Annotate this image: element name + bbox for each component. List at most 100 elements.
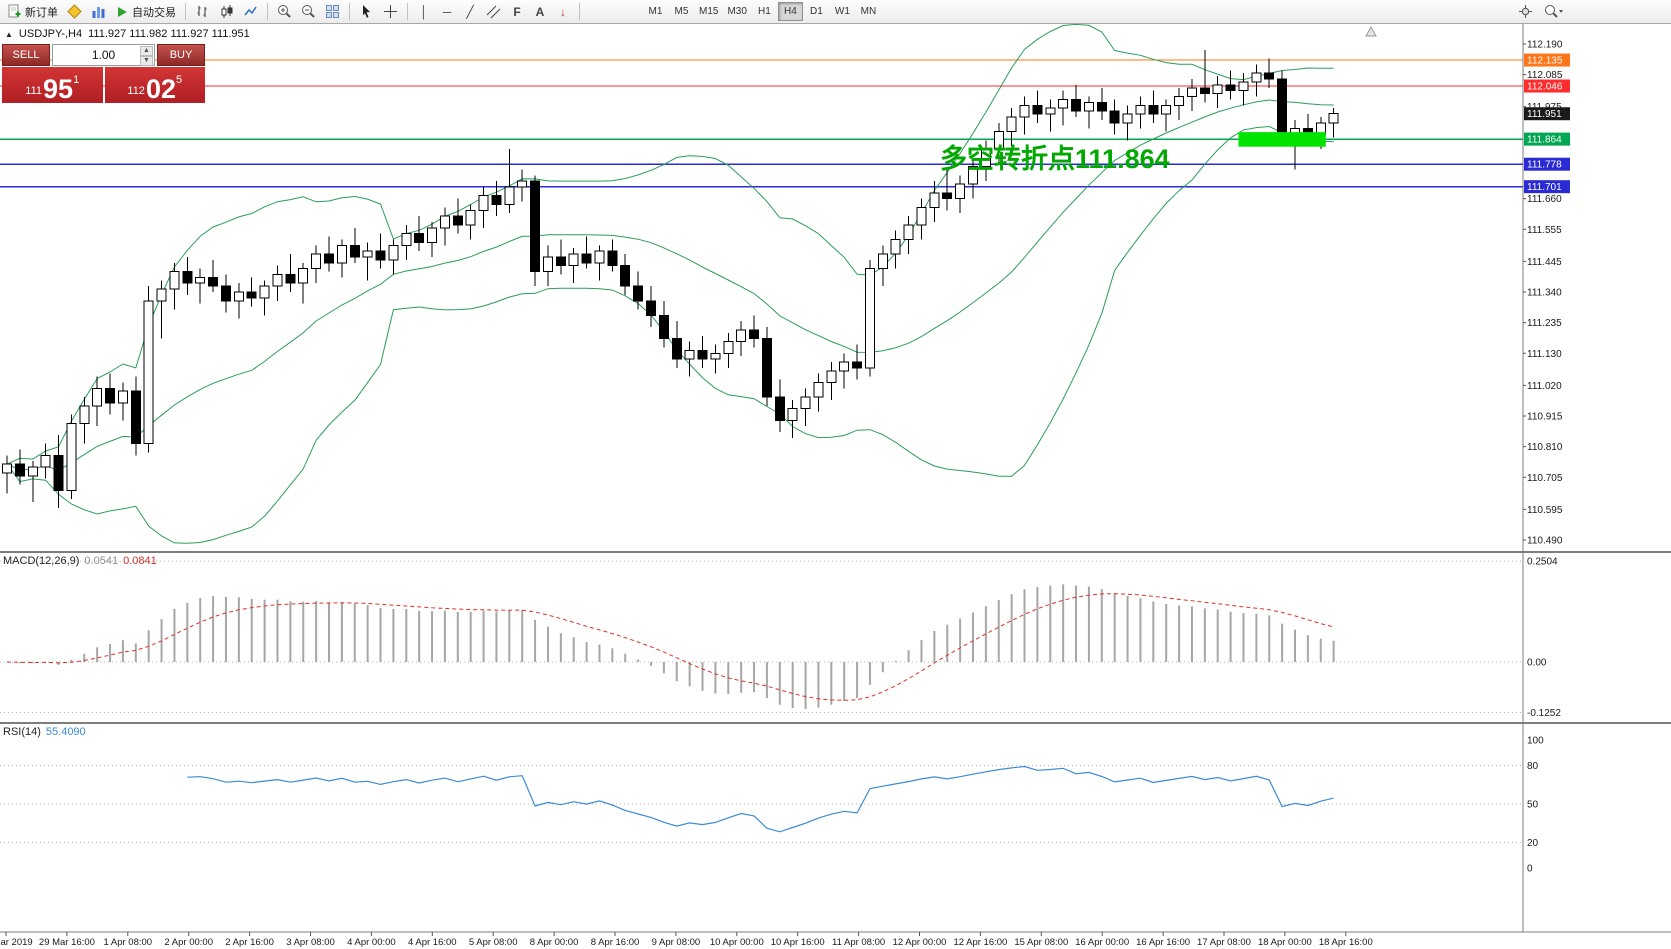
tile-windows-icon [326, 5, 339, 18]
sell-button[interactable]: SELL [2, 44, 50, 66]
annotation-text[interactable]: 多空转折点111.864 [940, 143, 1170, 174]
chart-quotes: 111.927 111.982 111.927 111.951 [88, 28, 250, 40]
volume-value: 1.00 [91, 48, 116, 62]
sell-price-prefix: 111 [25, 85, 43, 97]
svg-text:20: 20 [1527, 838, 1539, 849]
svg-text:1 Apr 08:00: 1 Apr 08:00 [103, 937, 152, 948]
candle [813, 373, 824, 412]
sell-price-box[interactable]: 111 95 1 [2, 67, 103, 103]
candle [1122, 105, 1133, 141]
volume-field[interactable]: 1.00 ▲ ▼ [52, 44, 155, 66]
candle [581, 236, 592, 269]
zoom-in-button[interactable] [273, 1, 296, 22]
price-axis[interactable] [1523, 24, 1671, 932]
svg-text:8 Apr 16:00: 8 Apr 16:00 [591, 937, 640, 948]
zoom-menu-icon [1545, 5, 1563, 18]
candlestick-chart-type-button[interactable] [215, 1, 238, 22]
zoom-out-button[interactable] [297, 1, 320, 22]
candle [491, 181, 502, 217]
toolbar-separator [407, 3, 408, 20]
crosshair-button[interactable] [379, 1, 402, 22]
candlestick-chart-icon [221, 5, 233, 18]
pane-separators [0, 24, 1671, 933]
candle [452, 198, 463, 234]
zoom-menu-button[interactable] [1540, 1, 1568, 22]
chart-header: ▲ USDJPY-,H4 111.927 111.982 111.927 111… [5, 28, 250, 40]
channel-button[interactable] [482, 1, 505, 22]
timeframe-mn[interactable]: MN [856, 2, 881, 21]
candle [968, 157, 978, 199]
tile-windows-button[interactable] [321, 1, 344, 22]
candle [504, 149, 515, 214]
candle [1071, 84, 1082, 117]
objects-button[interactable] [1514, 1, 1537, 22]
buy-price-box[interactable]: 112 02 5 [104, 67, 205, 104]
timeframe-h1[interactable]: H1 [752, 2, 777, 21]
candle [336, 239, 347, 278]
market-watch-icon [92, 7, 105, 18]
svg-text:111.864: 111.864 [1527, 135, 1562, 146]
svg-text:111.445: 111.445 [1527, 257, 1562, 268]
horizontal-line-button[interactable]: ─ [436, 1, 458, 22]
new-order-button[interactable]: 新订单 [3, 1, 62, 22]
candle [1225, 70, 1236, 100]
candle [916, 198, 927, 240]
candle [594, 245, 605, 281]
svg-text:29 Mar 16:00: 29 Mar 16:00 [39, 937, 95, 948]
vertical-line-button[interactable]: │ [413, 1, 435, 22]
highlight-box[interactable] [1238, 132, 1326, 147]
candle [658, 300, 669, 348]
timeframe-m1[interactable]: M1 [643, 2, 668, 21]
toolbar-separator [267, 3, 268, 20]
time-axis[interactable] [0, 932, 1523, 949]
buy-price-prefix: 112 [127, 85, 145, 97]
candle [929, 181, 940, 222]
cursor-button[interactable] [355, 1, 378, 22]
volume-up-icon[interactable]: ▲ [140, 46, 153, 56]
timeframe-m30[interactable]: M30 [723, 2, 750, 21]
candle [117, 382, 128, 421]
market-watch-button[interactable] [87, 1, 110, 22]
candle [92, 376, 103, 427]
candle [1083, 96, 1094, 129]
candle [864, 259, 875, 377]
line-chart-type-button[interactable] [239, 1, 262, 22]
vertical-line-icon: │ [420, 4, 428, 19]
toolbar-right-group [1514, 1, 1568, 22]
svg-text:4 Apr 16:00: 4 Apr 16:00 [408, 937, 457, 948]
bar-chart-type-button[interactable] [191, 1, 214, 22]
trendline-button[interactable]: ╱ [459, 1, 481, 22]
symbols-button[interactable] [63, 1, 86, 22]
svg-text:0: 0 [1527, 864, 1533, 875]
timeframe-w1[interactable]: W1 [830, 2, 855, 21]
candle [1135, 96, 1146, 129]
arrows-tool-button[interactable]: ↓ [552, 1, 574, 22]
fibonacci-button[interactable]: F [506, 1, 528, 22]
svg-text:110.705: 110.705 [1527, 473, 1563, 484]
collapse-trade-panel-icon[interactable]: ▲ [5, 29, 13, 39]
macd-pane-label: MACD(12,26,9) 0.0541 0.0841 [3, 555, 157, 567]
candle [903, 216, 914, 255]
candle [839, 353, 850, 389]
svg-text:15 Apr 08:00: 15 Apr 08:00 [1014, 937, 1068, 948]
timeframe-m15[interactable]: M15 [695, 2, 722, 21]
buy-button[interactable]: BUY [157, 44, 205, 66]
price-badge: 111.864 [1524, 132, 1570, 146]
candle [2, 455, 12, 494]
timeframe-m5[interactable]: M5 [669, 2, 694, 21]
rsi-line [187, 765, 1334, 833]
candle [761, 327, 772, 406]
text-tool-button[interactable]: A [529, 1, 551, 22]
timeframe-d1[interactable]: D1 [804, 2, 829, 21]
svg-text:111.130: 111.130 [1527, 349, 1562, 360]
candle [298, 262, 309, 304]
volume-down-icon[interactable]: ▼ [140, 56, 153, 66]
candle [1328, 108, 1339, 138]
candle [1019, 96, 1030, 135]
buy-price-big: 02 [145, 73, 176, 104]
candle [1238, 73, 1249, 106]
autotrading-button[interactable]: 自动交易 [111, 1, 180, 22]
timeframe-h4[interactable]: H4 [777, 2, 803, 21]
svg-text:0.00: 0.00 [1527, 658, 1547, 669]
